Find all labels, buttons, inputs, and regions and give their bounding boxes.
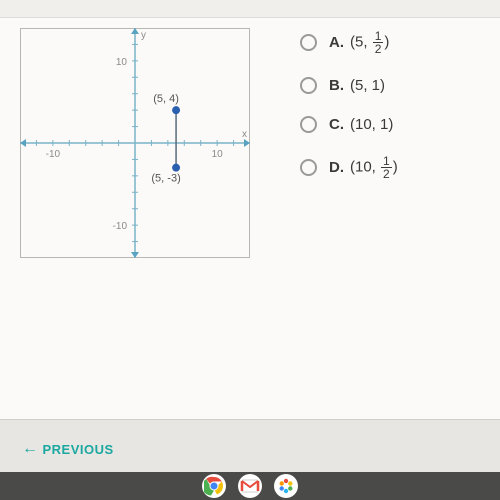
- svg-text:-10: -10: [113, 221, 128, 232]
- gmail-icon[interactable]: [238, 474, 262, 498]
- svg-text:x: x: [242, 129, 247, 140]
- coordinate-graph: -10 10 10 -10 y x (5, 4) (5, -3): [20, 28, 250, 258]
- svg-text:(5, 4): (5, 4): [153, 93, 179, 105]
- previous-button[interactable]: ← PREVIOUS: [22, 440, 114, 458]
- radio-icon: [300, 159, 317, 176]
- choice-text: (5, 12): [350, 30, 389, 55]
- top-strip: [0, 0, 500, 18]
- choice-text: (10, 1): [350, 116, 393, 133]
- radio-icon: [300, 77, 317, 94]
- answer-option-c[interactable]: C. (10, 1): [300, 116, 490, 133]
- answer-option-a[interactable]: A. (5, 12): [300, 30, 490, 55]
- choice-letter: A.: [329, 34, 344, 51]
- answer-choices: A. (5, 12) B. (5, 1) C. (10, 1) D. (10, …: [300, 30, 490, 202]
- choice-letter: D.: [329, 159, 344, 176]
- answer-option-d[interactable]: D. (10, 12): [300, 155, 490, 180]
- photos-icon[interactable]: [274, 474, 298, 498]
- previous-label: PREVIOUS: [43, 442, 114, 457]
- content-area: -10 10 10 -10 y x (5, 4) (5, -3) A. (5, 12) B. …: [0, 0, 500, 420]
- svg-text:-10: -10: [46, 149, 61, 160]
- choice-letter: C.: [329, 116, 344, 133]
- choice-text: (10, 12): [350, 155, 398, 180]
- svg-text:(5, -3): (5, -3): [151, 173, 180, 185]
- chrome-icon[interactable]: [202, 474, 226, 498]
- arrow-left-icon: ←: [22, 440, 39, 458]
- answer-option-b[interactable]: B. (5, 1): [300, 77, 490, 94]
- radio-icon: [300, 116, 317, 133]
- choice-letter: B.: [329, 77, 344, 94]
- svg-text:y: y: [141, 30, 146, 41]
- radio-icon: [300, 34, 317, 51]
- svg-text:10: 10: [116, 57, 128, 68]
- taskbar: [0, 472, 500, 500]
- choice-text: (5, 1): [350, 77, 385, 94]
- svg-text:10: 10: [212, 149, 224, 160]
